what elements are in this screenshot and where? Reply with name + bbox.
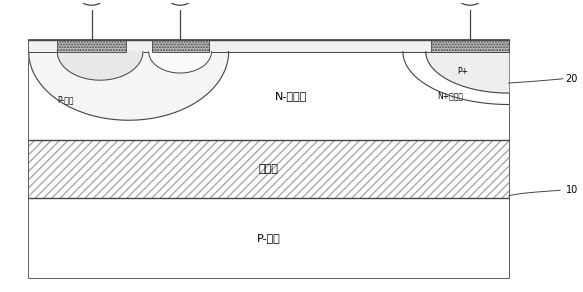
Text: P+: P+: [458, 67, 468, 76]
Text: 10: 10: [566, 185, 578, 195]
Polygon shape: [149, 52, 212, 73]
Circle shape: [170, 0, 191, 5]
Text: P-基区: P-基区: [58, 96, 74, 105]
Bar: [29, 52, 508, 140]
Polygon shape: [57, 52, 143, 80]
Bar: [29, 40, 508, 52]
Bar: [29, 40, 508, 278]
Polygon shape: [29, 52, 229, 120]
Text: P-: P-: [180, 60, 187, 69]
Polygon shape: [426, 52, 508, 93]
Text: P+: P+: [89, 66, 100, 75]
Bar: [152, 40, 209, 52]
Circle shape: [81, 0, 102, 5]
Bar: [29, 197, 508, 278]
Circle shape: [460, 0, 480, 5]
Text: 20: 20: [566, 74, 578, 84]
Text: P-衬底: P-衬底: [257, 232, 280, 243]
Bar: [29, 140, 508, 197]
Text: N+缓冲层: N+缓冲层: [437, 91, 463, 100]
Bar: [57, 40, 126, 52]
Bar: [431, 40, 508, 52]
Text: N-外延层: N-外延层: [275, 91, 308, 101]
Text: 埋氧层: 埋氧层: [259, 164, 279, 174]
